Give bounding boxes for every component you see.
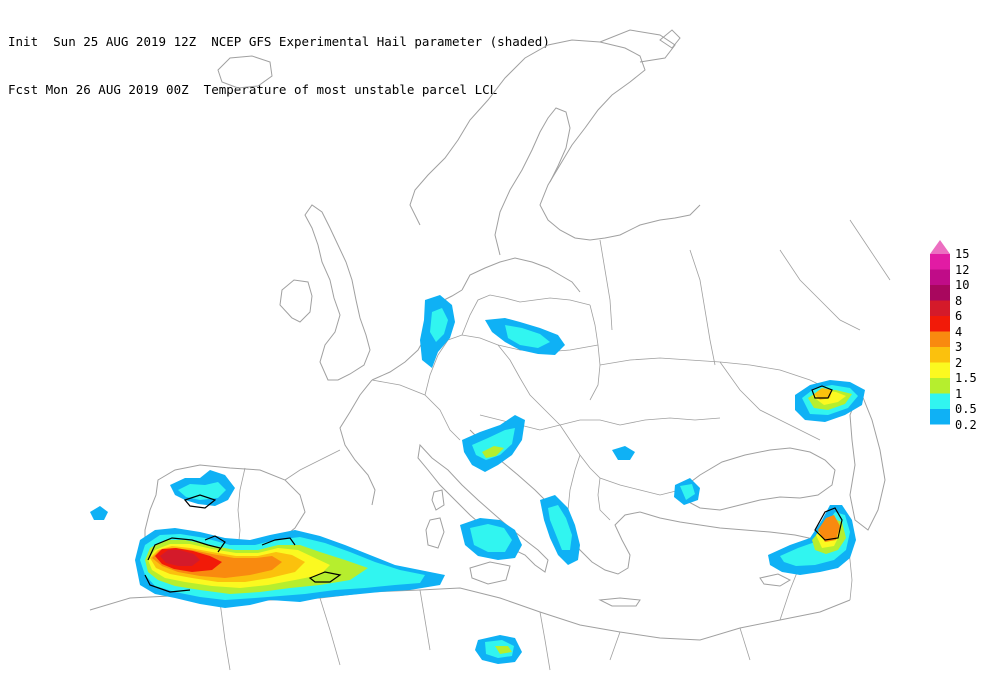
legend-swatch-12 <box>930 254 950 270</box>
country-borders <box>219 219 891 671</box>
sicily-coast <box>469 561 511 585</box>
legend-label-0-2: 0.2 <box>955 417 977 432</box>
init-title-line: Init Sun 25 AUG 2019 12Z NCEP GFS Experi… <box>8 34 550 49</box>
legend-label-1-5: 1.5 <box>955 371 977 385</box>
forecast-title-line: Fcst Mon 26 AUG 2019 00Z Temperature of … <box>8 82 498 97</box>
hail-area-iberia-6 <box>160 550 200 566</box>
corsica-coast <box>431 489 445 511</box>
hail-area-germany-05 <box>430 308 448 342</box>
legend-swatch-8 <box>930 285 950 301</box>
hail-area-portugal-coast <box>90 506 108 520</box>
legend-swatch-15 <box>930 362 950 378</box>
crete-coast <box>598 597 641 607</box>
kola-peninsula <box>599 29 676 63</box>
chart-header: Init Sun 25 AUG 2019 12Z NCEP GFS Experi… <box>8 2 550 114</box>
ireland-coast <box>279 279 313 323</box>
great-britain-coast <box>304 204 371 381</box>
legend-swatch-02 <box>930 409 950 425</box>
lcl-contours <box>144 385 843 593</box>
legend-label-10: 10 <box>955 278 970 292</box>
legend-colorbar <box>930 240 950 425</box>
baltic-sea <box>461 257 581 293</box>
hail-area-ukraine-east-2 <box>814 388 832 400</box>
novaya-zemlya <box>659 29 681 49</box>
hail-area-adriatic-1 <box>482 446 504 458</box>
legend-label-3: 3 <box>955 340 963 354</box>
scandinavia-coast <box>409 39 701 241</box>
hail-area-romania <box>612 446 635 460</box>
legend-swatch-05 <box>930 393 950 409</box>
legend-swatch-4 <box>930 316 950 332</box>
legend-label-15: 15 <box>955 247 970 261</box>
italy-coast <box>417 443 549 573</box>
turkey-coast <box>639 511 841 546</box>
hail-shading <box>90 295 865 664</box>
hail-area-libya-1 <box>495 646 512 654</box>
legend-label-1: 1 <box>955 386 963 401</box>
hail-area-greece-05 <box>548 505 572 550</box>
hail-area-nw-iberia-05 <box>178 482 226 500</box>
black-sea-coast <box>679 447 836 511</box>
legend-label-2: 2 <box>955 355 963 370</box>
legend-swatch-2 <box>930 347 950 363</box>
legend-arrow-max <box>930 240 950 254</box>
legend-label-0-5: 0.5 <box>955 402 977 416</box>
france-coast <box>339 379 376 506</box>
legend-swatch-6 <box>930 300 950 316</box>
legend-swatch-1 <box>930 378 950 394</box>
iceland-coast <box>217 55 273 89</box>
greece-coast <box>569 511 641 575</box>
hail-area-poland-05 <box>505 325 550 348</box>
hail-area-east-turkey-3 <box>818 515 840 542</box>
legend-swatch-3 <box>930 331 950 347</box>
legend-label-12: 12 <box>955 262 970 277</box>
legend-label-8: 8 <box>955 293 963 308</box>
legend-label-6: 6 <box>955 309 963 323</box>
gulf-of-bothnia <box>494 107 571 256</box>
sardinia-coast <box>425 517 445 549</box>
hail-area-black-sea-west-05 <box>680 484 695 500</box>
legend-label-4: 4 <box>955 324 963 339</box>
legend-swatch-10 <box>930 269 950 285</box>
hail-area-italy-05 <box>470 524 512 552</box>
cyprus-coast <box>759 573 792 587</box>
caspian-coast <box>849 388 886 531</box>
